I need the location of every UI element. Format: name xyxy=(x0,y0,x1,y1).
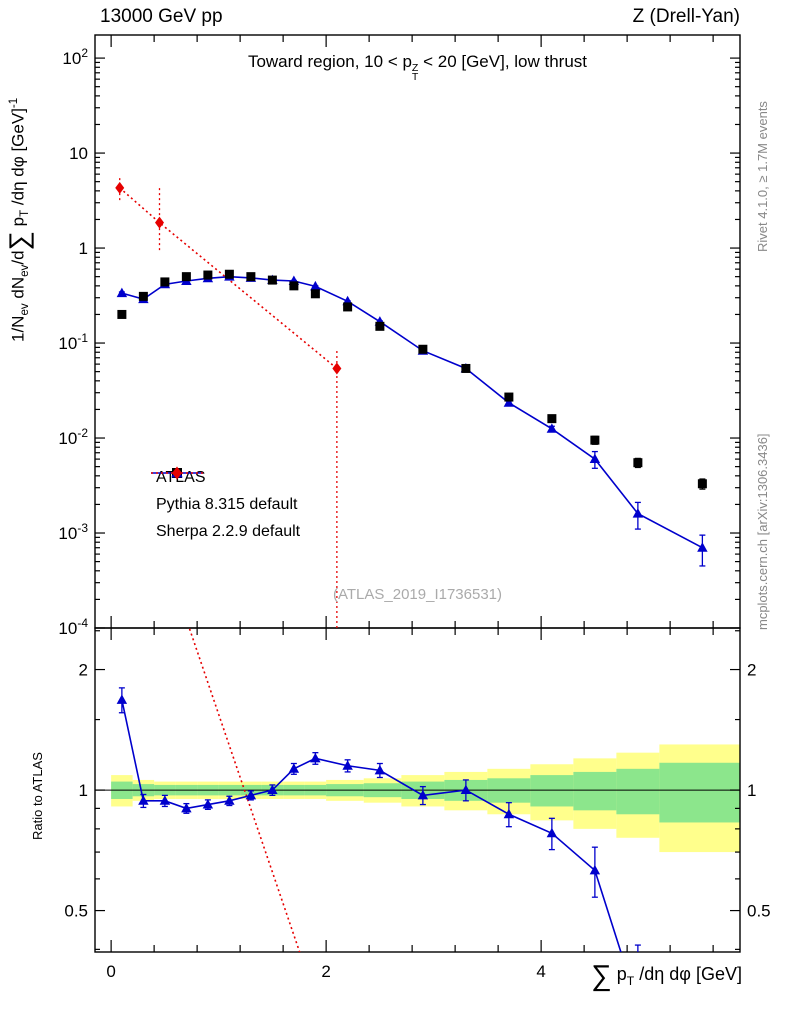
sherpa-series-ratio xyxy=(188,628,301,952)
beam-energy-label: 13000 GeV pp xyxy=(100,6,223,27)
legend-label: Sherpa 2.2.9 default xyxy=(156,522,301,540)
svg-text:4: 4 xyxy=(536,962,545,981)
legend-item-sherpa-2-2-9-default: Sherpa 2.2.9 default xyxy=(148,466,301,545)
green-band-bin xyxy=(573,771,617,811)
svg-text:10-4: 10-4 xyxy=(58,616,88,638)
svg-text:1: 1 xyxy=(747,781,756,800)
rivet-version-note: Rivet 4.1.0, ≥ 1.7M events xyxy=(755,101,770,252)
uncertainty-bands xyxy=(111,744,740,853)
analysis-id-watermark: (ATLAS_2019_I1736531) xyxy=(332,586,502,603)
green-band-bin xyxy=(659,762,740,823)
svg-text:2: 2 xyxy=(79,661,88,680)
svg-text:10: 10 xyxy=(69,144,88,163)
main-y-axis-title: 1/Nev dNev/d∑ pT /dη dφ [GeV]-1 xyxy=(3,97,35,342)
sherpa-series-main xyxy=(115,176,342,628)
svg-text:1: 1 xyxy=(79,781,88,800)
tick-labels: 102 10 1 10-1 10-2 10-3 10-4 2 2 1 1 0.5 0.5 0 2 4 xyxy=(58,46,770,981)
svg-text:10-2: 10-2 xyxy=(58,426,88,448)
green-band-bin xyxy=(616,768,660,815)
diamond-marker-icon xyxy=(151,466,203,480)
x-axis-title: ∑ pT /dη dφ [GeV] xyxy=(591,960,742,993)
svg-text:0.5: 0.5 xyxy=(747,902,771,921)
legend-item-pythia-8-315-default: Pythia 8.315 default xyxy=(148,467,300,518)
legend-label: Pythia 8.315 default xyxy=(156,495,298,513)
svg-text:2: 2 xyxy=(321,962,330,981)
atlas-series-main xyxy=(117,269,707,490)
ratio-y-axis-title: Ratio to ATLAS xyxy=(30,752,45,840)
green-band-bin xyxy=(530,775,574,807)
svg-text:1: 1 xyxy=(79,239,88,258)
axis-ticks xyxy=(95,35,740,952)
svg-text:10-1: 10-1 xyxy=(58,331,88,353)
svg-text:10-3: 10-3 xyxy=(58,521,88,543)
svg-text:0.5: 0.5 xyxy=(64,902,88,921)
process-label: Z (Drell-Yan) xyxy=(632,6,740,27)
mcplots-arxiv-note: mcplots.cern.ch [arXiv:1306.3436] xyxy=(755,433,770,630)
pythia-series-ratio xyxy=(116,687,641,952)
svg-text:2: 2 xyxy=(747,661,756,680)
svg-text:0: 0 xyxy=(106,962,115,981)
svg-text:102: 102 xyxy=(62,46,88,68)
